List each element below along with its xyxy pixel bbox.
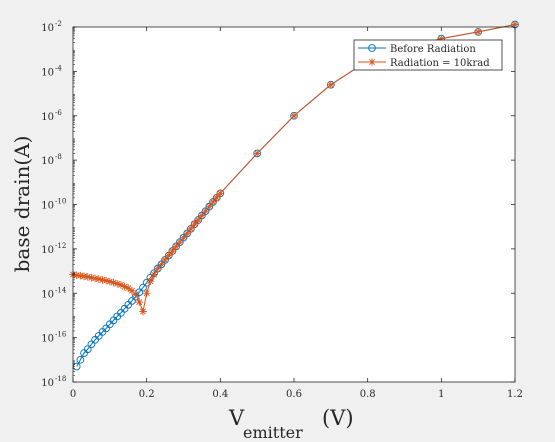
legend-asterisk-glyph	[368, 58, 376, 66]
y-tick-exponent: -4	[55, 64, 62, 72]
legend: Before Radiation Radiation = 10krad	[353, 39, 503, 71]
data-point-before-radiation	[87, 340, 96, 349]
data-point-radiation-10krad	[474, 28, 482, 36]
legend-marker-asterisk	[368, 58, 376, 66]
x-tick-label: 0.2	[139, 389, 155, 400]
plot-area	[73, 27, 515, 382]
data-point-radiation-10krad	[290, 111, 298, 120]
x-axis: 0 0.2 0.4 0.6 0.8 1 1.2	[70, 27, 523, 400]
legend-marker-circle	[368, 44, 376, 52]
y-tick-label: 10	[41, 112, 54, 123]
data-point-before-radiation	[76, 355, 85, 364]
data-point-radiation-10krad	[216, 189, 225, 198]
y-tick-exponent: -10	[55, 198, 66, 206]
data-point-radiation-10krad	[201, 207, 210, 215]
y-tick-label: 10	[41, 156, 54, 167]
series-layer	[69, 20, 519, 371]
legend-box	[353, 39, 503, 71]
x-tick-label: 1.2	[507, 389, 523, 400]
legend-label-before: Before Radiation	[390, 44, 476, 55]
y-tick-exponent: -2	[55, 20, 62, 28]
y-tick-exponent: -8	[55, 153, 62, 161]
data-point-radiation-10krad	[176, 238, 184, 246]
x-axis-label-subscript: emitter	[243, 423, 303, 442]
y-tick-exponent: -18	[55, 375, 66, 383]
y-tick-label: 10	[41, 201, 54, 212]
data-point-radiation-10krad	[209, 198, 217, 206]
x-tick-label: 1	[438, 389, 444, 400]
x-tick-label: 0.8	[360, 389, 376, 400]
data-point-radiation-10krad	[172, 242, 180, 251]
data-point-before-radiation	[83, 345, 92, 354]
y-tick-exponent: -16	[55, 331, 67, 339]
y-axis-label: base drain(A)	[10, 136, 34, 273]
data-point-radiation-10krad	[168, 247, 177, 255]
data-point-radiation-10krad	[212, 194, 221, 202]
data-point-radiation-10krad	[106, 277, 114, 286]
data-point-radiation-10krad	[153, 264, 162, 273]
data-point-radiation-10krad	[135, 298, 144, 306]
data-point-radiation-10krad	[142, 289, 151, 298]
data-point-radiation-10krad	[157, 260, 166, 269]
data-point-radiation-10krad	[205, 202, 214, 211]
data-point-radiation-10krad	[164, 251, 173, 260]
y-tick-label: 10	[41, 245, 54, 256]
x-tick-label: 0.6	[286, 389, 302, 400]
x-tick-label: 0.4	[212, 389, 228, 400]
data-point-radiation-10krad	[194, 216, 203, 224]
x-axis-label-main: V	[228, 406, 245, 430]
y-tick-label: 10	[41, 378, 54, 389]
data-point-radiation-10krad	[183, 229, 191, 238]
y-tick-label: 10	[41, 289, 54, 300]
y-tick-exponent: -6	[55, 109, 62, 117]
data-point-radiation-10krad	[253, 149, 261, 158]
data-point-radiation-10krad	[139, 307, 147, 316]
x-axis-label-unit: (V)	[322, 406, 354, 430]
y-tick-label: 10	[41, 334, 54, 345]
x-tick-label: 0	[70, 389, 76, 400]
legend-label-radiation: Radiation = 10krad	[390, 58, 490, 69]
data-point-radiation-10krad	[146, 277, 155, 285]
data-point-before-radiation	[139, 283, 147, 292]
data-point-radiation-10krad	[124, 284, 133, 292]
data-point-radiation-10krad	[150, 270, 158, 279]
data-point-radiation-10krad	[187, 225, 195, 233]
data-point-radiation-10krad	[327, 80, 335, 89]
y-tick-exponent: -14	[55, 286, 67, 294]
data-point-radiation-10krad	[131, 290, 140, 299]
x-axis-label: V emitter (V)	[228, 406, 354, 442]
y-tick-label: 10	[41, 67, 54, 78]
y-tick-exponent: -12	[55, 242, 66, 250]
y-tick-label: 10	[41, 23, 54, 34]
